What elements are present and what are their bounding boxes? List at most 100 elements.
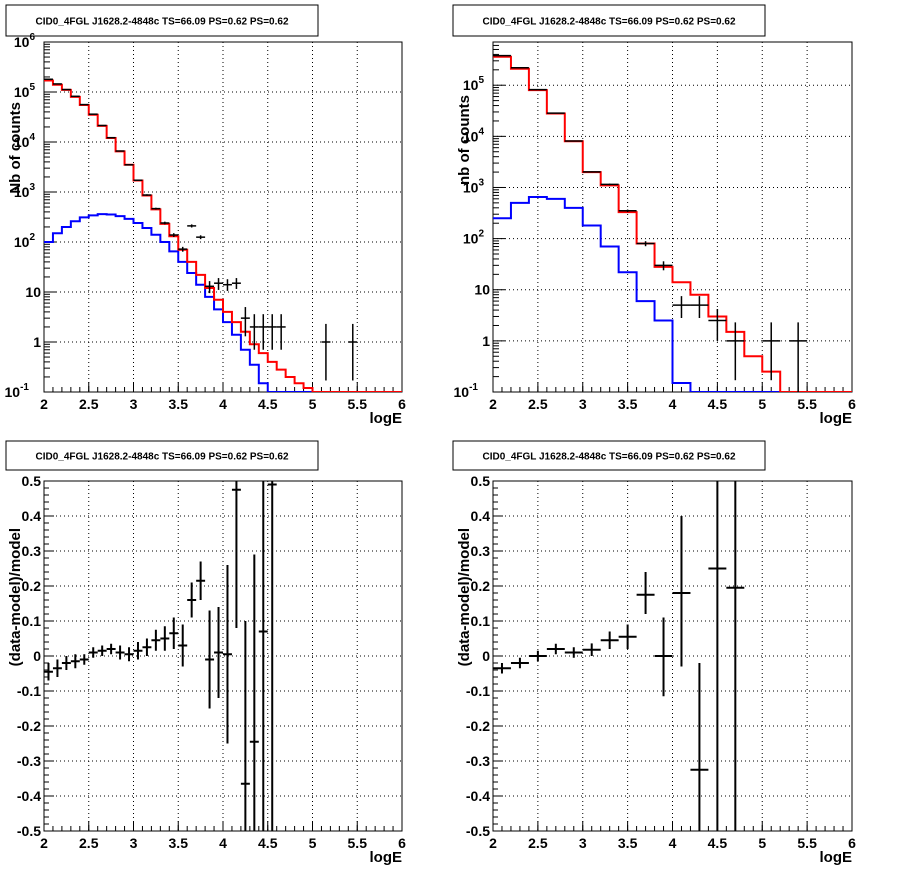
y-tick-exponent: 4 xyxy=(29,132,35,143)
y-tick-exponent: 2 xyxy=(29,232,35,243)
x-tick-label: 4 xyxy=(219,396,227,412)
residual-point xyxy=(79,654,89,665)
x-axis-label: logE xyxy=(370,410,403,427)
data-point xyxy=(708,309,727,341)
x-tick-label: 3 xyxy=(130,396,138,412)
data-point xyxy=(223,279,232,291)
x-tick-label: 3.5 xyxy=(169,396,189,412)
residual-point xyxy=(618,624,637,649)
y-tick-base: 10 xyxy=(14,184,30,200)
data-point xyxy=(160,221,170,225)
data-point xyxy=(546,112,565,114)
data-point xyxy=(582,171,601,173)
y-tick-label: 104 xyxy=(463,126,485,144)
data-point xyxy=(564,140,583,142)
data-point xyxy=(249,314,259,350)
residual-point xyxy=(196,561,206,600)
data-point xyxy=(151,207,161,210)
data-point xyxy=(133,179,143,181)
data-point xyxy=(672,296,691,319)
x-tick-label: 2 xyxy=(40,835,48,851)
y-tick-label: 105 xyxy=(463,75,485,93)
x-tick-label: 6 xyxy=(398,396,406,412)
data-point xyxy=(789,322,808,392)
y-tick-label: -0.5 xyxy=(17,823,41,839)
title-box xyxy=(5,4,319,37)
data-point xyxy=(88,113,98,115)
residual-point xyxy=(44,663,53,681)
data-point xyxy=(690,296,709,319)
x-tick-label: 4 xyxy=(669,835,677,851)
y-tick-label: 103 xyxy=(14,182,36,200)
data-point xyxy=(70,95,80,98)
y-tick-label: 0.3 xyxy=(471,543,491,559)
residual-point xyxy=(546,643,565,655)
x-tick-label: 4.5 xyxy=(258,835,278,851)
residual-point xyxy=(52,659,62,677)
y-tick-exponent: -1 xyxy=(20,382,29,393)
x-tick-label: 4.5 xyxy=(708,396,728,412)
residual-point xyxy=(510,657,529,669)
chart-title: CID0_4FGL J1628.2-4848c TS=66.09 PS=0.62… xyxy=(482,452,735,463)
plot-area xyxy=(493,481,745,831)
y-tick-label: 0.5 xyxy=(22,473,42,489)
y-tick-label: 10 xyxy=(25,284,41,300)
y-tick-label: -0.4 xyxy=(17,788,41,804)
x-tick-label: 6 xyxy=(848,396,856,412)
residual-point xyxy=(214,607,223,698)
y-tick-label: 0.4 xyxy=(22,508,42,524)
residual-point xyxy=(582,643,601,656)
x-tick-label: 5.5 xyxy=(348,396,368,412)
data-point xyxy=(618,209,637,213)
y-tick-base: 10 xyxy=(14,134,30,150)
y-tick-label: -0.3 xyxy=(466,753,490,769)
y-axis-label: (data-model)/model xyxy=(7,528,24,666)
x-axis-label: logE xyxy=(820,410,853,427)
y-tick-label: 0.5 xyxy=(471,473,491,489)
y-tick-label: 10-1 xyxy=(454,382,479,400)
y-tick-exponent: 5 xyxy=(478,75,484,86)
data-point xyxy=(196,235,206,240)
x-tick-label: 5.5 xyxy=(797,835,817,851)
data-point xyxy=(240,307,250,337)
data-point xyxy=(276,314,286,350)
y-axis-label: (data-model)/model xyxy=(456,528,473,666)
y-tick-label: 10 xyxy=(474,282,490,298)
data-point xyxy=(258,314,268,350)
chart-title: CID0_4FGL J1628.2-4848c TS=66.09 PS=0.62… xyxy=(35,17,288,28)
data-point xyxy=(178,246,188,252)
y-tick-label: 103 xyxy=(463,177,485,195)
x-tick-label: 3 xyxy=(130,835,138,851)
data-point xyxy=(61,88,71,91)
y-tick-label: 0.4 xyxy=(471,508,491,524)
y-tick-label: -0.2 xyxy=(17,718,41,734)
x-axis: 2 2.5 3 3.5 4 4.5 5 5.5 6 xyxy=(489,821,856,851)
residual-point xyxy=(88,647,98,658)
residual-point xyxy=(187,582,197,618)
residual-point xyxy=(205,610,215,709)
residual-point xyxy=(169,617,179,649)
x-tick-label: 5 xyxy=(758,396,766,412)
x-tick-label: 6 xyxy=(848,835,856,851)
residual-point xyxy=(70,654,80,669)
chart-panel-3: CID0_4FGL J1628.2-4848c TS=66.09 PS=0.62… xyxy=(5,440,406,866)
residual-point xyxy=(528,650,547,662)
residual-point xyxy=(223,565,232,744)
y-tick-base: 10 xyxy=(463,179,479,195)
data-point xyxy=(267,314,277,350)
chart-title: CID0_4FGL J1628.2-4848c TS=66.09 PS=0.62… xyxy=(482,17,735,28)
x-tick-label: 2 xyxy=(40,396,48,412)
data-point xyxy=(231,278,241,289)
y-tick-label: -0.2 xyxy=(466,718,490,734)
x-tick-label: 4.5 xyxy=(258,396,278,412)
x-tick-label: 5 xyxy=(309,835,317,851)
residual-point xyxy=(654,617,673,697)
y-tick-label: -0.1 xyxy=(17,683,41,699)
x-tick-label: 3.5 xyxy=(618,835,638,851)
data-point xyxy=(187,224,197,228)
y-tick-label: 106 xyxy=(14,32,36,50)
y-tick-exponent: 3 xyxy=(29,182,35,193)
y-tick-label: 0.3 xyxy=(22,543,42,559)
data-point xyxy=(348,323,358,381)
